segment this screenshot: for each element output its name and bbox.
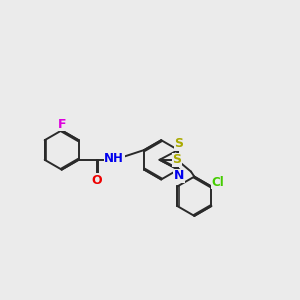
Text: NH: NH (104, 152, 124, 166)
Text: S: S (174, 137, 183, 150)
Text: F: F (57, 118, 66, 131)
Text: O: O (92, 173, 102, 187)
Text: S: S (172, 153, 182, 166)
Text: Cl: Cl (211, 176, 224, 189)
Text: N: N (174, 169, 184, 182)
